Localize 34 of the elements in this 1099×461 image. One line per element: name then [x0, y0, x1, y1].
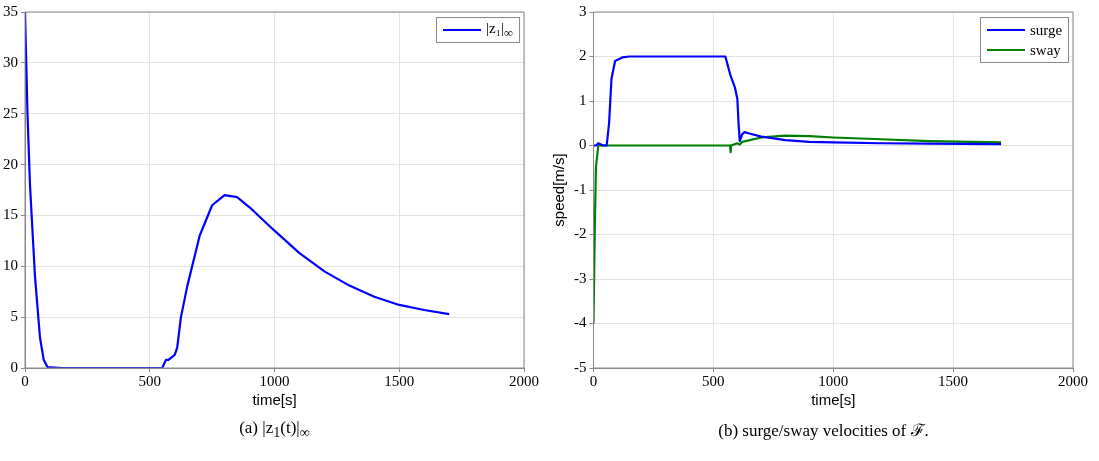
- y-tick-label: 20: [3, 155, 18, 172]
- y-tick-label: -2: [574, 225, 587, 242]
- y-tick-label: 5: [10, 308, 18, 325]
- y-tick-label: 35: [3, 2, 18, 19]
- x-tick-label: 0: [21, 372, 29, 389]
- legend-label: surge: [1030, 21, 1063, 39]
- y-tick-label: -5: [574, 358, 587, 375]
- y-tick-label: 10: [3, 257, 18, 274]
- y-tick-label: 1: [579, 91, 587, 108]
- x-tick-label: 500: [702, 372, 725, 389]
- y-tick-label: 0: [579, 136, 587, 153]
- y-tick-label: 30: [3, 53, 18, 70]
- x-tick-label: 1000: [259, 372, 290, 389]
- y-tick-label: -3: [574, 269, 587, 286]
- x-tick-label: 2000: [509, 372, 539, 389]
- y-axis-title: speed[m/s]: [550, 153, 568, 227]
- y-tick-label: 3: [579, 2, 587, 19]
- y-tick-label: -4: [574, 314, 587, 331]
- x-tick-label: 2000: [1058, 372, 1088, 389]
- text: (b) surge/sway velocities of ℱ.: [717, 420, 930, 441]
- text: (a) |z$_{1}$(t)|$_{∞}$: [238, 418, 311, 442]
- x-tick-label: 500: [138, 372, 161, 389]
- x-tick-label: 1500: [938, 372, 969, 389]
- y-tick-label: 0: [10, 358, 18, 375]
- y-tick-label: 2: [579, 47, 587, 64]
- x-axis-title: time[s]: [252, 391, 297, 409]
- x-tick-label: 1000: [818, 372, 849, 389]
- x-tick-label: 1500: [384, 372, 415, 389]
- y-tick-label: 25: [3, 104, 18, 121]
- x-axis-title: time[s]: [811, 391, 856, 409]
- y-tick-label: 15: [3, 206, 18, 223]
- legend-label: sway: [1030, 41, 1061, 59]
- legend-label: |z₁|$_{∞}$: [486, 19, 513, 41]
- y-tick-label: -1: [574, 180, 587, 197]
